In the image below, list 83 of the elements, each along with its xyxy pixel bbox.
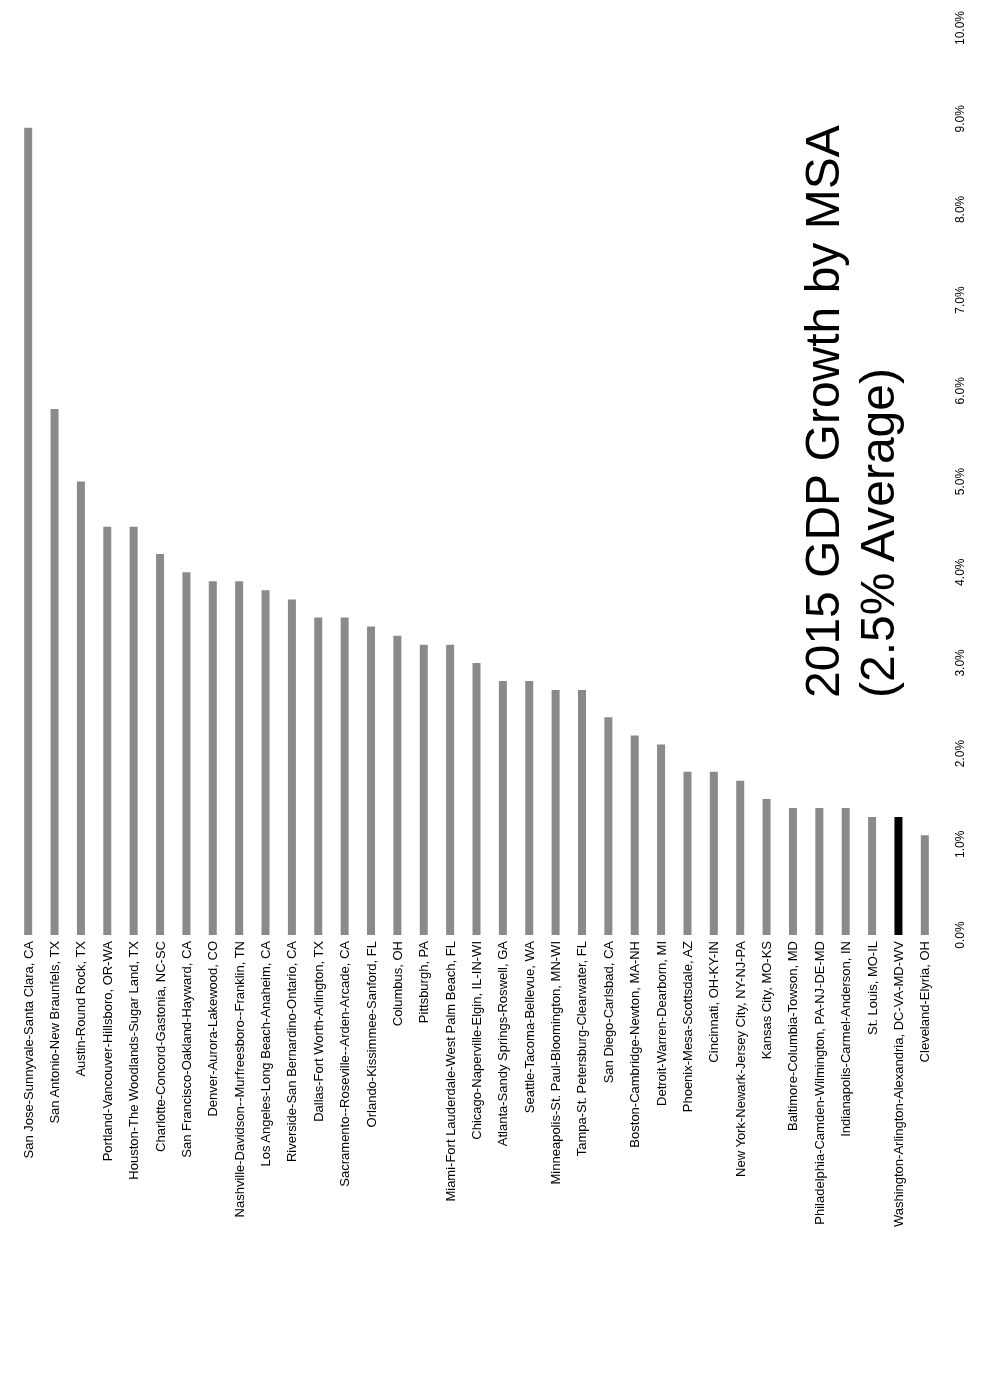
x-tick-label: Baltimore-Columbia-Towson, MD — [785, 941, 801, 1131]
x-tick-label: Los Angeles-Long Beach-Anaheim, CA — [258, 940, 274, 1167]
x-tick-label: Dallas-Fort Worth-Arlington, TX — [310, 940, 326, 1122]
bar — [340, 617, 349, 935]
x-tick-label: New York-Newark-Jersey City, NY-NJ-PA — [732, 940, 748, 1177]
x-tick-label: Cleveland-Elyria, OH — [917, 941, 933, 1063]
bar — [314, 617, 323, 935]
y-tick-label: 4.0% — [953, 558, 967, 586]
bar — [498, 681, 507, 935]
x-tick-label: Charlotte-Concord-Gastonia, NC-SC — [152, 941, 168, 1152]
bar — [788, 808, 797, 935]
x-tick-label: Atlanta-Sandy Springs-Roswell, GA — [495, 940, 511, 1147]
bar — [709, 771, 718, 935]
y-tick-label: 8.0% — [953, 195, 967, 224]
bar — [50, 408, 59, 935]
x-tick-label: Nashville-Davidson--Murfreesboro--Franklin, TN — [231, 941, 247, 1218]
y-tick-label: 2.0% — [953, 739, 967, 768]
bar — [472, 662, 481, 935]
x-tick-label: Seattle-Tacoma-Bellevue, WA — [521, 940, 537, 1114]
bar — [525, 681, 534, 935]
bar — [577, 690, 586, 935]
bar — [393, 635, 402, 935]
x-tick-label: Houston-The Woodlands-Sugar Land, TX — [126, 940, 142, 1180]
bar — [630, 735, 639, 935]
bar — [920, 835, 929, 935]
y-tick-label: 9.0% — [953, 104, 967, 133]
bar — [657, 744, 666, 935]
x-tick-label: Sacramento--Roseville--Arden-Arcade, CA — [337, 940, 353, 1187]
x-tick-label: Minneapolis-St. Paul-Bloomington, MN-WI — [548, 941, 564, 1185]
x-tick-label: Portland-Vancouver-Hillsboro, OR-WA — [99, 940, 115, 1162]
y-tick-label: 3.0% — [953, 648, 967, 677]
bar — [182, 572, 191, 935]
x-tick-label: Orlando-Kissimmee-Sanford, FL — [363, 941, 379, 1128]
x-tick-label: Miami-Fort Lauderdale-West Palm Beach, FL — [442, 941, 458, 1202]
y-tick-label: 1.0% — [953, 830, 967, 858]
bar — [604, 717, 613, 935]
x-tick-label: San Jose-Sunnyvale-Santa Clara, CA — [20, 940, 36, 1159]
bar — [446, 644, 455, 935]
x-tick-label: Philadelphia-Camden-Wilmington, PA-NJ-DE-MD — [811, 941, 827, 1225]
y-tick-label: 6.0% — [953, 376, 967, 405]
x-tick-label: San Francisco-Oakland-Hayward, CA — [178, 940, 194, 1158]
x-tick-label: Phoenix-Mesa-Scottsdale, AZ — [679, 940, 695, 1113]
bar — [683, 771, 692, 935]
x-tick-label: Austin-Round Rock, TX — [73, 940, 89, 1077]
text: (2.5% Average) — [850, 368, 904, 698]
x-tick-label: San Diego-Carlsbad, CA — [600, 940, 616, 1084]
x-tick-label: Columbus, OH — [389, 941, 405, 1027]
x-tick-label: San Antonio-New Braunfels, TX — [47, 940, 63, 1124]
x-tick-label: Indianapolis-Carmel-Anderson, IN — [838, 941, 854, 1137]
x-tick-label: Detroit-Warren-Dearborn, MI — [653, 941, 669, 1106]
y-tick-label: 10.0% — [953, 10, 967, 46]
bar — [367, 626, 376, 935]
bar — [76, 481, 85, 935]
y-tick-label: 0.0% — [953, 921, 967, 949]
x-tick-label: Tampa-St. Petersburg-Clearwater, FL — [574, 941, 590, 1157]
bar — [868, 817, 877, 935]
bar — [261, 590, 270, 935]
bar — [419, 644, 428, 935]
x-tick-label: Pittsburgh, PA — [416, 940, 432, 1024]
x-tick-label: Boston-Cambridge-Newton, MA-NH — [627, 941, 643, 1148]
bar — [129, 526, 138, 935]
x-tick-label: Chicago-Naperville-Elgin, IL-IN-WI — [469, 941, 484, 1140]
x-tick-label: St. Louis, MO-IL — [864, 941, 880, 1035]
x-tick-label: Kansas City, MO-KS — [759, 940, 775, 1060]
bar — [736, 780, 745, 935]
y-tick-label: 5.0% — [953, 467, 967, 496]
x-tick-label: Cincinnati, OH-KY-IN — [706, 941, 722, 1063]
bar — [287, 599, 296, 935]
bar — [235, 581, 244, 935]
x-tick-label: Denver-Aurora-Lakewood, CO — [205, 941, 221, 1117]
bar — [762, 798, 771, 935]
x-tick-label: Riverside-San Bernardino-Ontario, CA — [284, 940, 300, 1163]
bar — [24, 127, 33, 935]
text: 2015 GDP Growth by MSA — [795, 125, 849, 698]
bar — [894, 817, 903, 935]
bar — [208, 581, 217, 935]
x-tick-label: Washington-Arlington-Alexandria, DC-VA-MD-WV — [890, 940, 906, 1228]
bar — [841, 808, 850, 935]
y-tick-label: 7.0% — [953, 286, 967, 314]
bar — [103, 526, 112, 935]
bar — [815, 808, 824, 935]
bar — [551, 690, 560, 935]
bar — [156, 554, 165, 935]
